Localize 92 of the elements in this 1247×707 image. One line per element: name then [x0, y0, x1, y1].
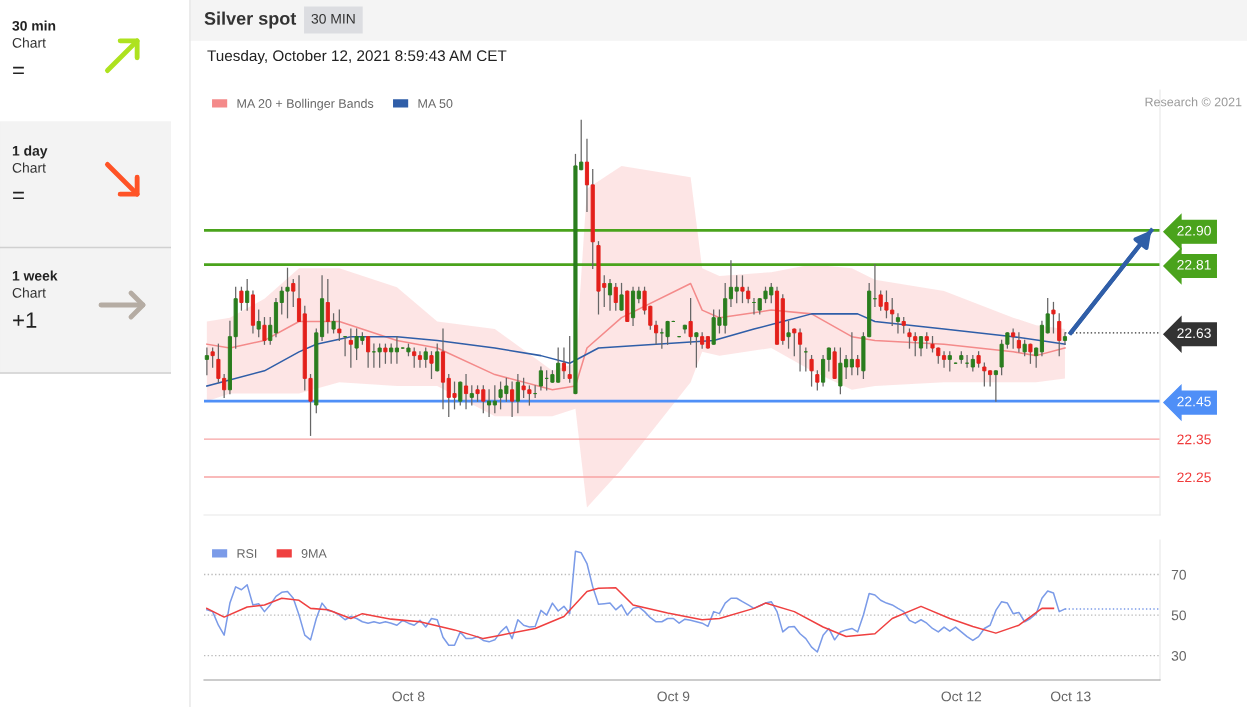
chart-title: Silver spot	[204, 11, 297, 29]
y-tick-label: 22.35	[1177, 434, 1211, 445]
candlestick	[1062, 332, 1068, 345]
line-series	[206, 313, 1066, 387]
candlestick	[268, 317, 273, 345]
candlestick	[256, 309, 261, 338]
candlestick	[619, 282, 624, 311]
candlestick	[487, 389, 492, 417]
candlestick	[567, 336, 572, 383]
candlestick	[510, 381, 515, 417]
candlestick	[947, 351, 952, 372]
text: =	[13, 66, 24, 75]
candlestick	[538, 366, 543, 391]
text: 30 min	[12, 20, 56, 31]
legend-label: MA 20 + Bollinger Bands	[237, 98, 374, 111]
candlestick	[389, 343, 394, 364]
candlestick	[821, 354, 826, 387]
candlestick	[394, 336, 399, 364]
candlestick	[895, 313, 901, 334]
x-tick-label: Oct 13	[1050, 691, 1091, 702]
candlestick	[809, 354, 814, 387]
legend-label: RSI	[237, 549, 257, 558]
chart-subtitle: Tuesday, October 12, 2021 8:59:43 AM CET	[207, 49, 507, 65]
candlestick	[826, 347, 831, 372]
y-tick-label: 22.81	[1177, 259, 1211, 270]
candlestick	[262, 317, 267, 345]
candlestick	[412, 347, 417, 368]
candlestick	[815, 370, 820, 391]
y-tick-label: 30	[1171, 650, 1187, 661]
candlestick	[210, 347, 215, 368]
y-tick-label: 70	[1171, 569, 1187, 580]
candlestick	[561, 347, 567, 380]
candlestick	[1051, 301, 1056, 334]
y-tick-label: 50	[1171, 610, 1187, 621]
candlestick	[1011, 328, 1016, 349]
candlestick	[325, 279, 330, 334]
candlestick	[918, 336, 924, 357]
candlestick	[348, 328, 353, 368]
candlestick	[607, 279, 613, 311]
candlestick	[1016, 332, 1021, 353]
x-tick-label: Oct 12	[941, 691, 982, 702]
line-series	[206, 282, 1066, 391]
candlestick	[429, 351, 434, 380]
annotation: Research © 2021	[1145, 97, 1242, 107]
candlestick	[458, 381, 463, 406]
candlestick	[239, 286, 244, 311]
candlestick	[423, 347, 428, 368]
candlestick	[377, 343, 382, 368]
text: =	[13, 191, 24, 200]
text: 1 week	[12, 270, 58, 281]
candlestick	[665, 320, 670, 345]
candlestick	[291, 279, 296, 307]
candlestick	[417, 351, 423, 368]
text: 30 MIN	[311, 13, 355, 24]
candlestick	[463, 373, 469, 410]
candlestick	[245, 279, 250, 311]
candlestick	[296, 275, 302, 323]
candlestick	[1028, 343, 1033, 364]
candlestick	[1057, 313, 1062, 357]
text: Chart	[12, 287, 46, 298]
candlestick	[694, 332, 699, 368]
x-tick-label: Oct 8	[392, 691, 425, 702]
candlestick	[688, 298, 693, 345]
legend-label: MA 50	[418, 99, 453, 108]
candlestick	[331, 313, 336, 334]
candlestick	[469, 385, 474, 406]
text: Chart	[12, 162, 46, 173]
legend-label: 9MA	[301, 549, 327, 558]
candlestick	[204, 347, 209, 376]
candlestick	[584, 138, 590, 213]
text: Chart	[12, 37, 46, 48]
y-tick-label: 22.90	[1177, 225, 1211, 236]
candlestick	[993, 370, 998, 402]
text: +1	[13, 312, 37, 328]
candlestick	[337, 309, 342, 342]
candlestick	[492, 385, 497, 414]
candlestick	[659, 328, 664, 349]
y-tick-label: 22.63	[1177, 328, 1211, 339]
candlestick	[435, 343, 440, 372]
x-tick-label: Oct 9	[657, 691, 690, 702]
y-tick-label: 22.45	[1177, 396, 1211, 407]
candlestick	[855, 354, 860, 376]
y-tick-label: 22.25	[1177, 472, 1211, 483]
candlestick	[786, 320, 791, 349]
candlestick	[383, 343, 388, 364]
candlestick	[366, 336, 371, 368]
candlestick	[1034, 347, 1039, 368]
candlestick	[849, 332, 854, 376]
line-series	[206, 586, 1055, 640]
candlestick	[515, 373, 520, 414]
text: 1 day	[12, 145, 48, 159]
candlestick	[613, 282, 618, 311]
